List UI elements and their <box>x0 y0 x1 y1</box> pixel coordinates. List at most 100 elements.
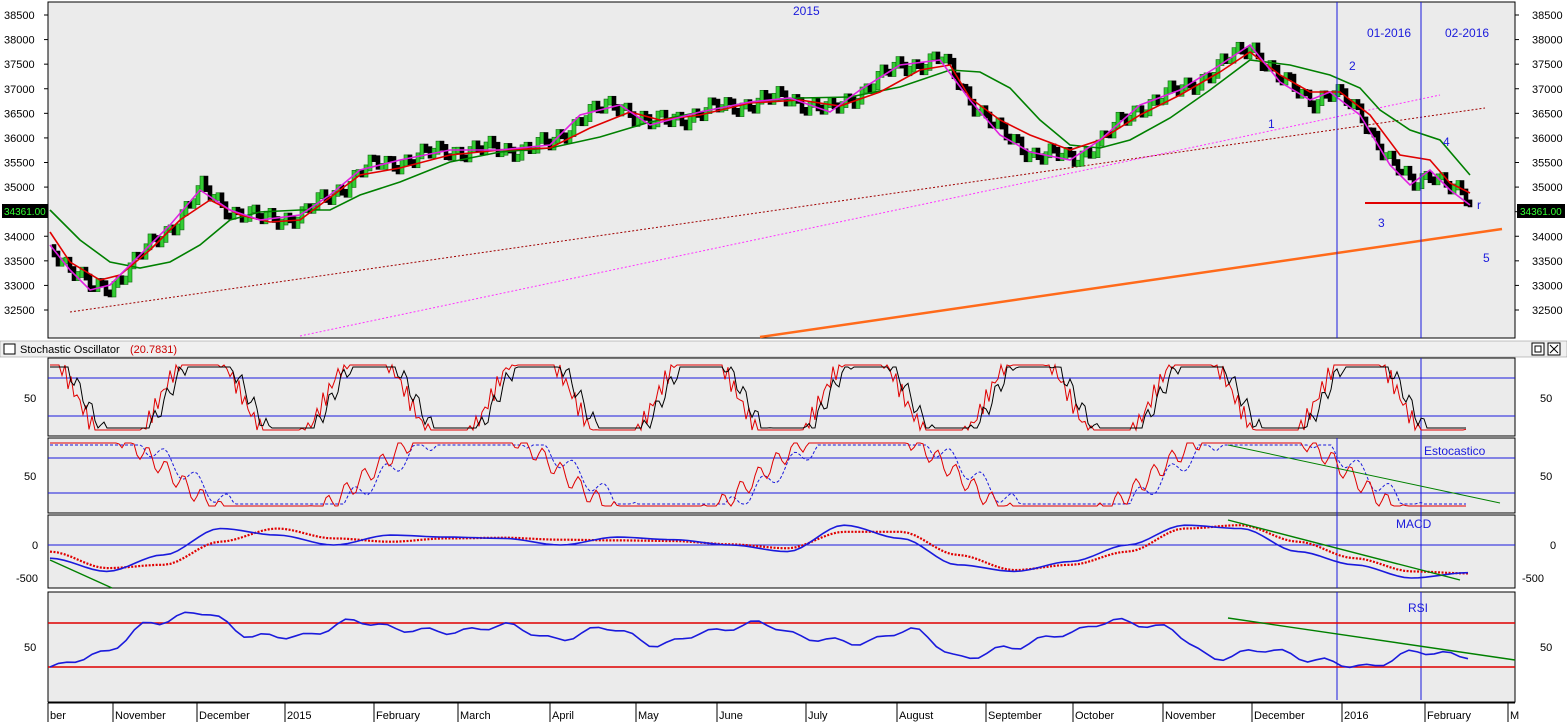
x-tick-label: March <box>460 710 491 722</box>
price-bar <box>251 204 257 213</box>
price-bar <box>1399 168 1405 176</box>
wave-label-3: 3 <box>1378 216 1385 230</box>
price-bar <box>1059 152 1065 162</box>
price-bar <box>711 97 717 106</box>
price-bar <box>175 223 181 236</box>
price-bar <box>123 275 129 285</box>
price-bar <box>1431 176 1437 186</box>
price-bar <box>1395 159 1401 176</box>
macd-signal-line <box>49 524 1469 575</box>
panel-restore-icon[interactable] <box>3 343 16 355</box>
price-bar <box>491 135 497 149</box>
price-bar <box>1215 59 1221 79</box>
price-bar <box>763 89 769 100</box>
price-bar <box>367 154 373 172</box>
price-bar <box>683 119 689 131</box>
price-tick-left: 36500 <box>4 108 35 120</box>
price-bar <box>1171 80 1177 92</box>
price-bar <box>519 144 525 161</box>
price-bar <box>827 97 833 108</box>
price-bar <box>543 132 549 146</box>
price-bar <box>111 281 117 298</box>
price-bar <box>1391 150 1397 166</box>
last-price-right: 34361.00 <box>1520 207 1562 218</box>
x-tick-label: December <box>1254 710 1305 722</box>
price-bar <box>899 56 905 69</box>
price-bar <box>751 105 757 114</box>
stochastic-title-bar <box>0 340 1567 358</box>
price-bar <box>1427 170 1433 184</box>
price-tick-left: 34000 <box>4 231 35 243</box>
rsi-label: RSI <box>1408 601 1428 615</box>
price-tick-left: 32500 <box>4 305 35 317</box>
price-bar <box>119 275 125 285</box>
price-bar <box>807 101 813 116</box>
price-bar <box>331 190 337 205</box>
price-bar <box>403 154 409 167</box>
ma-slow-line <box>49 59 1471 269</box>
price-bar <box>415 152 421 169</box>
price-bar <box>391 156 397 172</box>
ma-mid-line <box>49 51 1471 281</box>
x-tick-label: M <box>1510 710 1519 722</box>
price-bar <box>679 111 685 127</box>
wave-label-1: 1 <box>1268 117 1275 131</box>
price-bar <box>199 175 205 192</box>
price-bar <box>671 113 677 128</box>
price-bar <box>371 154 377 162</box>
ma-fast-line <box>49 43 1471 291</box>
price-bar <box>103 280 109 297</box>
x-tick-label: 2015 <box>287 710 311 722</box>
price-bar <box>1319 90 1325 106</box>
price-tick-right: 38500 <box>1532 10 1563 22</box>
stoch-d-line <box>50 366 1466 430</box>
price-tick-right: 37000 <box>1532 84 1563 96</box>
price-bar <box>1183 77 1189 92</box>
price-bar <box>583 115 589 127</box>
stoch2-label: Estocastico <box>1424 444 1486 458</box>
price-bar <box>1415 182 1421 191</box>
price-tick-left: 36000 <box>4 133 35 145</box>
price-bar <box>767 93 773 105</box>
price-bar <box>823 101 829 115</box>
price-bar <box>1419 173 1425 190</box>
price-bar <box>395 164 401 175</box>
x-tick-label: 2016 <box>1344 710 1368 722</box>
price-bar <box>943 53 949 64</box>
price-bar <box>203 175 209 192</box>
price-tick-right: 33500 <box>1532 256 1563 268</box>
stochastic-title: Stochastic Oscillator <box>20 344 120 356</box>
price-bar <box>875 71 881 91</box>
price-bar <box>407 154 413 166</box>
price-bar <box>191 198 197 209</box>
stoch2-trendline <box>1227 444 1501 504</box>
price-bar <box>1311 100 1317 114</box>
wave-label-r: r <box>1477 198 1481 212</box>
price-bar <box>227 212 233 220</box>
maximize-icon[interactable] <box>1531 342 1545 356</box>
price-bar <box>607 95 613 106</box>
price-bar <box>223 201 229 220</box>
price-bar <box>1167 80 1173 95</box>
price-bar <box>1043 151 1049 165</box>
price-bar <box>1403 165 1409 176</box>
price-bar <box>659 109 665 118</box>
price-bar <box>1075 159 1081 167</box>
macd-label: MACD <box>1396 517 1432 531</box>
price-tick-right: 35000 <box>1532 182 1563 194</box>
price-bar <box>423 143 429 153</box>
price-bar <box>779 86 785 98</box>
price-bar <box>219 192 225 208</box>
x-tick-label: October <box>1075 710 1114 722</box>
price-bar <box>727 97 733 106</box>
x-tick-label: September <box>988 710 1042 722</box>
x-tick-label: February <box>376 710 421 722</box>
x-tick-label: August <box>899 710 933 722</box>
price-bar <box>1463 188 1469 207</box>
price-tick-left: 37500 <box>4 59 35 71</box>
price-bar <box>319 189 325 199</box>
price-bar <box>347 181 353 198</box>
price-tick-right: 38000 <box>1532 35 1563 47</box>
price-bar <box>1147 99 1153 117</box>
price-bar <box>935 51 941 65</box>
